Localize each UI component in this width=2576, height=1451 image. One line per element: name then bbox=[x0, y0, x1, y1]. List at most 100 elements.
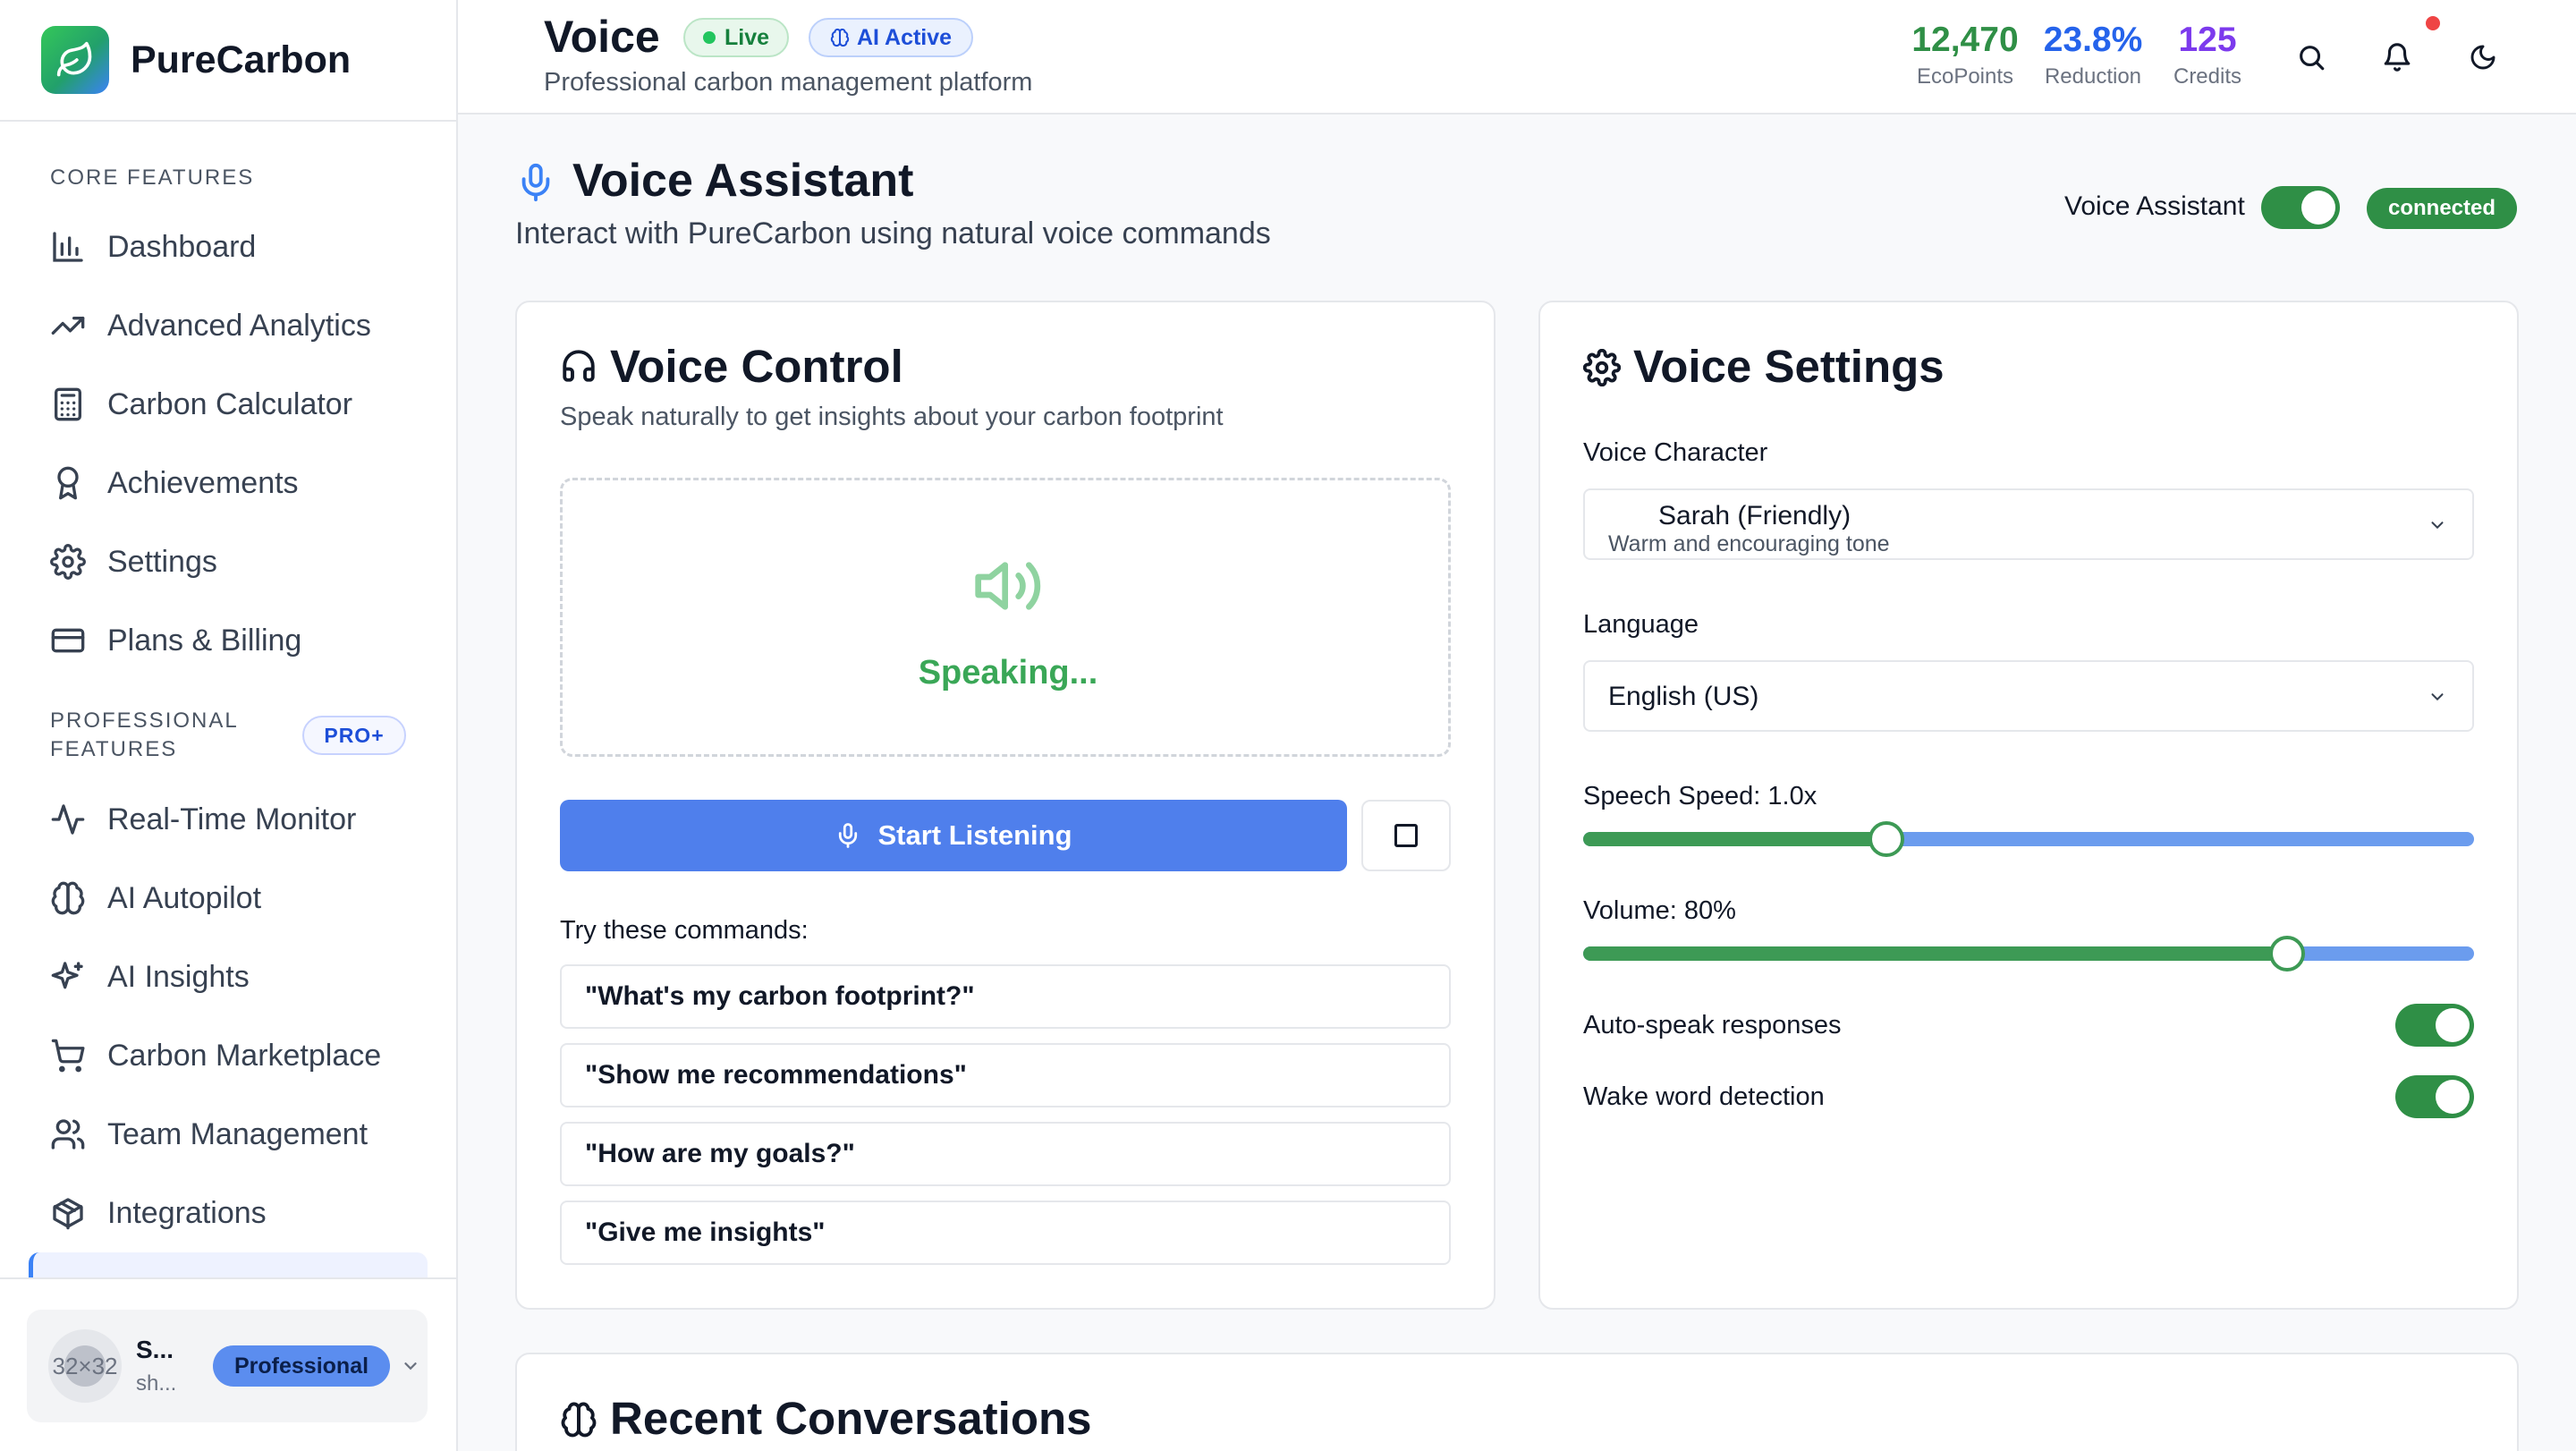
search-icon bbox=[2300, 46, 2325, 71]
sidebar-item-integrations[interactable]: Integrations bbox=[36, 1181, 428, 1245]
headphones-icon bbox=[563, 350, 595, 382]
core-features-label: CORE FEATURES bbox=[50, 165, 255, 190]
voice-character-value: Sarah (Friendly) bbox=[1658, 501, 1852, 530]
pro-plus-badge: PRO+ bbox=[302, 716, 406, 755]
avatar: 32×32 bbox=[48, 1329, 122, 1403]
recent-conversations-card bbox=[515, 1353, 2519, 1451]
sidebar-item-advanced-analytics[interactable]: Advanced Analytics bbox=[36, 293, 428, 358]
sidebar-item-label: Real-Time Monitor bbox=[107, 802, 357, 836]
slider-fill bbox=[1583, 832, 1886, 846]
sidebar-item-achievements[interactable]: Achievements bbox=[36, 451, 428, 515]
command-suggestion[interactable]: "Give me insights" bbox=[560, 1201, 1451, 1265]
voice-character-select[interactable]: Sarah (Friendly) Warm and encouraging to… bbox=[1583, 488, 2474, 560]
stop-button[interactable] bbox=[1361, 800, 1451, 871]
package-icon bbox=[53, 1198, 83, 1230]
voice-control-subtitle: Speak naturally to get insights about yo… bbox=[560, 403, 1224, 431]
sidebar-item-real-time-monitor[interactable]: Real-Time Monitor bbox=[36, 787, 428, 852]
chevron-down-icon bbox=[404, 1362, 417, 1370]
sparkles-icon bbox=[51, 962, 83, 989]
sidebar-item-label: Advanced Analytics bbox=[107, 308, 371, 343]
brand[interactable]: PureCarbon bbox=[0, 0, 456, 122]
start-listening-label: Start Listening bbox=[877, 819, 1072, 851]
award-icon bbox=[57, 466, 79, 500]
sidebar-item-ai-insights[interactable]: AI Insights bbox=[36, 945, 428, 1009]
search-button[interactable] bbox=[2290, 36, 2333, 79]
theme-toggle-button[interactable] bbox=[2462, 36, 2504, 79]
sidebar-item-label: Carbon Calculator bbox=[107, 386, 353, 421]
volume-label: Volume: 80% bbox=[1583, 896, 1736, 925]
voice-assistant-toggle[interactable] bbox=[2261, 186, 2340, 229]
notifications-button[interactable] bbox=[2376, 36, 2419, 79]
sidebar-item-settings[interactable]: Settings bbox=[36, 530, 428, 594]
language-value: English (US) bbox=[1608, 682, 1759, 711]
microphone-icon bbox=[521, 163, 550, 202]
user-name: S... bbox=[136, 1336, 174, 1363]
chevron-down-icon bbox=[2431, 522, 2444, 530]
microphone-icon bbox=[839, 823, 858, 848]
slider-thumb[interactable] bbox=[2268, 936, 2305, 972]
user-email: sh... bbox=[136, 1371, 177, 1396]
speaker-volume-icon bbox=[975, 562, 1041, 610]
sidebar-item-dashboard[interactable]: Dashboard bbox=[36, 215, 428, 279]
command-suggestion[interactable]: "Show me recommendations" bbox=[560, 1043, 1451, 1107]
page-title: Voice bbox=[544, 12, 660, 62]
stat-label: EcoPoints bbox=[1916, 64, 2014, 89]
activity-icon bbox=[51, 804, 85, 835]
page-subtitle: Professional carbon management platform bbox=[544, 68, 1033, 97]
gear-icon bbox=[1583, 349, 1621, 386]
brand-name: PureCarbon bbox=[131, 38, 352, 81]
auto-speak-toggle[interactable] bbox=[2395, 1004, 2474, 1047]
language-select[interactable]: English (US) bbox=[1583, 660, 2474, 732]
command-suggestion[interactable]: "What's my carbon footprint?" bbox=[560, 964, 1451, 1029]
stat-value: 12,470 bbox=[1911, 21, 2019, 59]
sidebar-item-label: Achievements bbox=[107, 465, 299, 500]
stat-reduction: 23.8% Reduction bbox=[2039, 20, 2147, 89]
sidebar-item-label: AI Insights bbox=[107, 959, 250, 994]
sidebar-item-label: Plans & Billing bbox=[107, 623, 302, 658]
wake-word-label: Wake word detection bbox=[1583, 1082, 1825, 1111]
speech-speed-slider[interactable] bbox=[1583, 821, 2474, 857]
avatar-placeholder-text: 32×32 bbox=[52, 1352, 118, 1379]
voice-character-label: Voice Character bbox=[1583, 438, 1768, 467]
voice-character-description: Warm and encouraging tone bbox=[1608, 531, 1890, 556]
sidebar-item-team-management[interactable]: Team Management bbox=[36, 1102, 428, 1167]
recent-conversations-title: Recent Conversations bbox=[610, 1393, 1092, 1444]
stat-label: Reduction bbox=[2044, 64, 2142, 89]
voice-assistant-toggle-label: Voice Assistant bbox=[2064, 191, 2245, 221]
volume-slider[interactable] bbox=[1583, 936, 2474, 972]
stat-credits: 125 Credits bbox=[2163, 20, 2252, 89]
user-menu[interactable]: 32×32 S... sh... Professional bbox=[27, 1310, 428, 1422]
leaf-icon bbox=[41, 26, 109, 94]
sidebar-item-carbon-calculator[interactable]: Carbon Calculator bbox=[36, 372, 428, 437]
sidebar-item-label: Team Management bbox=[107, 1116, 369, 1151]
sidebar-item-label: AI Autopilot bbox=[107, 880, 262, 915]
speech-speed-label: Speech Speed: 1.0x bbox=[1583, 782, 1818, 810]
notification-dot bbox=[2426, 16, 2440, 30]
brain-icon bbox=[561, 1402, 597, 1438]
sidebar-item-ai-autopilot[interactable]: AI Autopilot bbox=[36, 866, 428, 930]
slider-thumb[interactable] bbox=[1868, 821, 1904, 857]
sidebar-footer: 32×32 S... sh... Professional bbox=[0, 1277, 456, 1451]
sidebar: PureCarbon CORE FEATURES Dashboard Advan… bbox=[0, 0, 458, 1451]
command-suggestion[interactable]: "How are my goals?" bbox=[560, 1122, 1451, 1186]
brain-icon bbox=[51, 881, 85, 915]
bar-chart-icon bbox=[53, 232, 83, 262]
start-listening-button[interactable]: Start Listening bbox=[560, 800, 1347, 871]
ai-active-badge: AI Active bbox=[809, 18, 974, 57]
sidebar-item-label: Carbon Marketplace bbox=[107, 1038, 382, 1073]
stat-value: 125 bbox=[2178, 21, 2237, 59]
gear-icon bbox=[50, 544, 86, 580]
plan-badge: Professional bbox=[213, 1345, 391, 1387]
wake-word-toggle[interactable] bbox=[2395, 1075, 2474, 1118]
sidebar-item-carbon-marketplace[interactable]: Carbon Marketplace bbox=[36, 1023, 428, 1088]
speaking-indicator: Speaking... bbox=[560, 478, 1451, 757]
live-badge: Live bbox=[683, 18, 790, 57]
language-label: Language bbox=[1583, 610, 1699, 639]
professional-features-label: PROFESSIONAL FEATURES bbox=[50, 709, 238, 761]
sidebar-item-plans-billing[interactable]: Plans & Billing bbox=[36, 608, 428, 673]
stat-label: Credits bbox=[2173, 64, 2242, 89]
voice-settings-card bbox=[1538, 301, 2519, 1310]
stat-value: 23.8% bbox=[2043, 21, 2143, 59]
brain-icon bbox=[830, 28, 850, 47]
